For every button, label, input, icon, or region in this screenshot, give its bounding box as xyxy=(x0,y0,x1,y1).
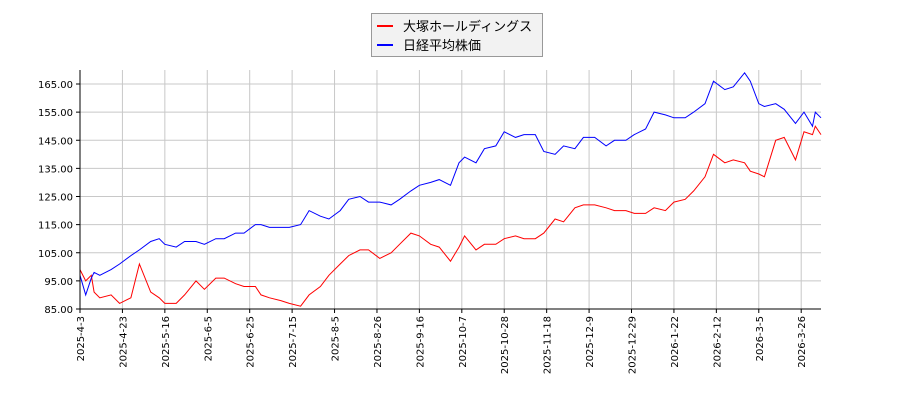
y-tick-label: 85.00 xyxy=(44,305,73,316)
grid xyxy=(79,70,821,310)
series-lines xyxy=(79,71,822,307)
y-tick-label: 105.00 xyxy=(38,249,73,260)
x-tick-label: 2025-9-16 xyxy=(415,316,426,368)
x-tick-label: 2025-6-5 xyxy=(203,316,214,361)
y-tick-label: 125.00 xyxy=(38,193,73,204)
series-line-nikkei xyxy=(79,71,822,297)
x-tick-label: 2026-2-12 xyxy=(712,316,723,368)
x-tick-label: 2026-3-5 xyxy=(755,316,766,361)
y-tick-label: 135.00 xyxy=(38,164,73,175)
x-tick-label: 2025-4-3 xyxy=(76,316,87,361)
y-tick-label: 115.00 xyxy=(38,221,73,232)
legend-item-nikkei: 日経平均株価 xyxy=(377,35,542,54)
x-tick-label: 2025-12-29 xyxy=(628,316,639,374)
x-tick-label: 2025-11-18 xyxy=(543,316,554,374)
x-tick-label: 2026-1-22 xyxy=(670,316,681,368)
x-tick-label: 2025-8-5 xyxy=(331,316,342,361)
x-tick-label: 2025-12-9 xyxy=(585,316,596,368)
legend-label: 大塚ホールディングス xyxy=(403,20,533,35)
series-line-otsuka xyxy=(79,125,822,307)
x-tick-label: 2025-7-15 xyxy=(288,316,299,368)
y-tick-label: 145.00 xyxy=(38,136,73,147)
y-tick-label: 165.00 xyxy=(38,80,73,91)
x-tick-label: 2025-4-23 xyxy=(118,316,129,368)
x-tick-label: 2025-10-28 xyxy=(500,316,511,374)
x-tick-label: 2026-3-26 xyxy=(797,316,808,368)
legend-item-otsuka: 大塚ホールディングス xyxy=(377,16,542,35)
y-tick-label: 95.00 xyxy=(44,277,73,288)
legend-swatch-red xyxy=(377,24,393,27)
x-tick-label: 2025-10-7 xyxy=(458,316,469,368)
legend: 大塚ホールディングス 日経平均株価 xyxy=(371,13,543,57)
x-tick-label: 2025-8-26 xyxy=(373,316,384,368)
x-tick-label: 2025-6-25 xyxy=(246,316,257,368)
legend-label: 日経平均株価 xyxy=(403,39,482,54)
legend-swatch-blue xyxy=(377,43,393,46)
y-tick-label: 155.00 xyxy=(38,108,73,119)
x-tick-label: 2025-5-16 xyxy=(161,316,172,368)
axes: 85.00 95.00 105.00 115.00 125.00 135.00 145.00… xyxy=(38,70,821,374)
